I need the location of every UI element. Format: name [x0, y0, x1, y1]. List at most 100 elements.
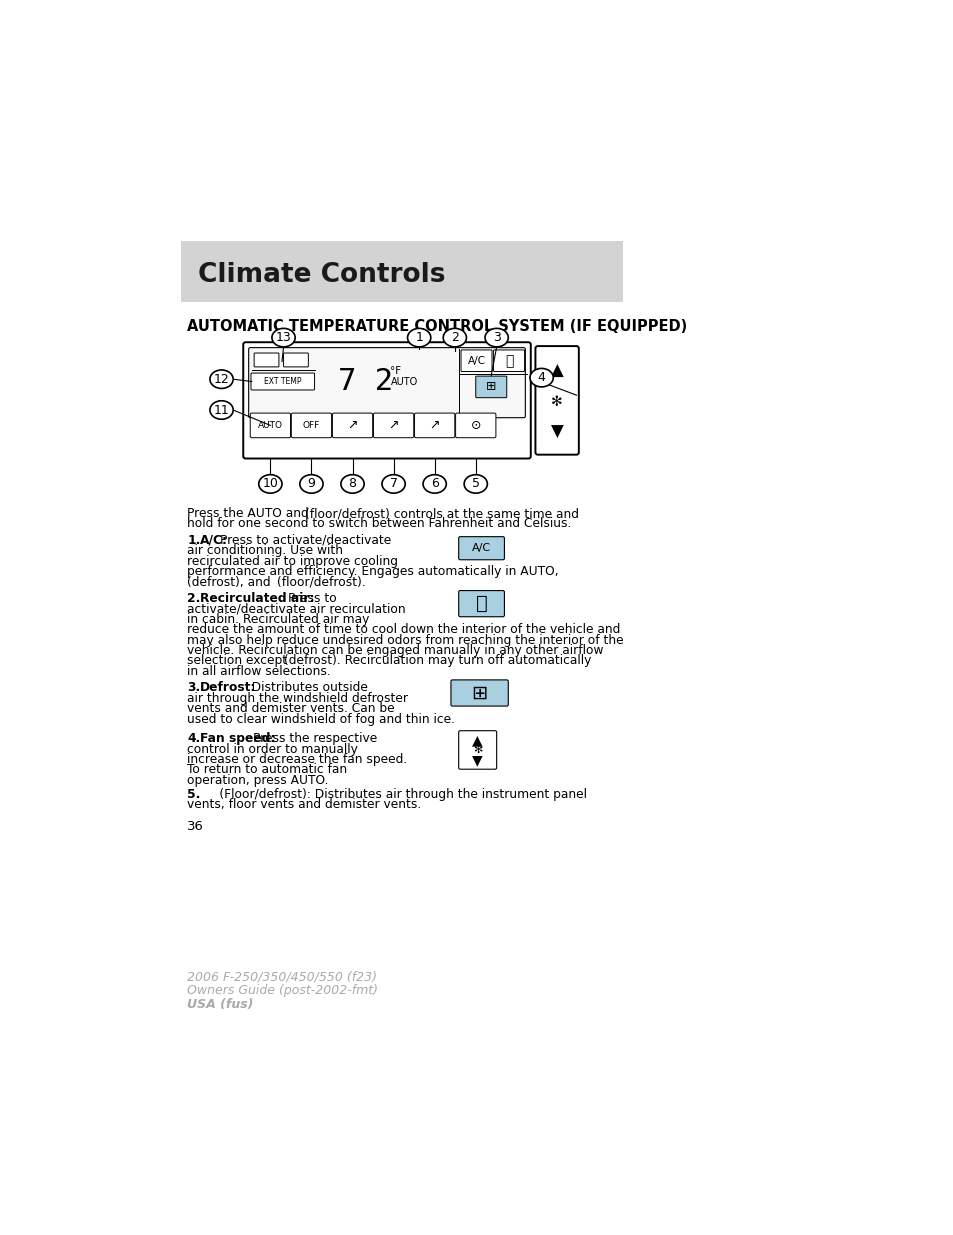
Text: AUTO: AUTO — [257, 421, 283, 430]
FancyBboxPatch shape — [458, 590, 504, 616]
Ellipse shape — [340, 474, 364, 493]
Text: 8: 8 — [348, 478, 356, 490]
Text: (defrost), and: (defrost), and — [187, 576, 271, 589]
Text: 4: 4 — [537, 372, 545, 384]
Text: ↗: ↗ — [347, 419, 357, 432]
Text: Climate Controls: Climate Controls — [198, 262, 445, 288]
Text: ▲: ▲ — [472, 732, 482, 747]
Ellipse shape — [443, 329, 466, 347]
FancyBboxPatch shape — [458, 731, 497, 769]
Text: 10: 10 — [262, 478, 278, 490]
Text: To return to automatic fan: To return to automatic fan — [187, 763, 347, 777]
Text: 1: 1 — [415, 331, 423, 345]
FancyBboxPatch shape — [243, 342, 530, 458]
FancyBboxPatch shape — [249, 347, 525, 417]
Text: Owners Guide (post-2002-fmt): Owners Guide (post-2002-fmt) — [187, 984, 378, 998]
Text: 3: 3 — [492, 331, 500, 345]
Text: Press the respective: Press the respective — [253, 732, 376, 745]
Text: air conditioning. Use with: air conditioning. Use with — [187, 545, 343, 557]
FancyBboxPatch shape — [493, 350, 524, 372]
Ellipse shape — [381, 474, 405, 493]
Text: air through the windshield defroster: air through the windshield defroster — [187, 692, 408, 705]
Text: 5.: 5. — [187, 788, 201, 802]
Text: ↗: ↗ — [388, 419, 398, 432]
Text: vehicle. Recirculation can be engaged manually in any other airflow: vehicle. Recirculation can be engaged ma… — [187, 645, 603, 657]
FancyBboxPatch shape — [181, 241, 622, 303]
Text: OFF: OFF — [302, 421, 320, 430]
FancyBboxPatch shape — [456, 412, 496, 437]
Text: hold for one second to switch between Fahrenheit and Celsius.: hold for one second to switch between Fa… — [187, 517, 571, 530]
Text: 4.: 4. — [187, 732, 200, 745]
Text: Press to: Press to — [288, 592, 336, 605]
Text: 1.: 1. — [187, 534, 201, 547]
FancyBboxPatch shape — [332, 412, 373, 437]
Text: used to clear windshield of fog and thin ice.: used to clear windshield of fog and thin… — [187, 713, 455, 726]
Text: A/C:: A/C: — [199, 534, 228, 547]
Text: ▲: ▲ — [550, 362, 563, 380]
Text: vents, floor vents and demister vents.: vents, floor vents and demister vents. — [187, 799, 421, 811]
Text: in all airflow selections.: in all airflow selections. — [187, 664, 331, 678]
FancyBboxPatch shape — [250, 412, 291, 437]
Text: 2.: 2. — [187, 592, 201, 605]
FancyBboxPatch shape — [291, 412, 332, 437]
Text: 7 2: 7 2 — [337, 367, 393, 396]
Ellipse shape — [422, 474, 446, 493]
Text: °F: °F — [390, 366, 401, 375]
Text: reduce the amount of time to cool down the interior of the vehicle and: reduce the amount of time to cool down t… — [187, 624, 620, 636]
Ellipse shape — [272, 329, 294, 347]
Text: ✻: ✻ — [472, 745, 481, 755]
Text: 2006 F-250/350/450/550 (f23): 2006 F-250/350/450/550 (f23) — [187, 971, 377, 983]
Text: (floor/defrost) controls at the same time and: (floor/defrost) controls at the same tim… — [305, 508, 578, 520]
Ellipse shape — [407, 329, 431, 347]
Text: Press the AUTO and: Press the AUTO and — [187, 508, 309, 520]
Text: AUTOMATIC TEMPERATURE CONTROL SYSTEM (IF EQUIPPED): AUTOMATIC TEMPERATURE CONTROL SYSTEM (IF… — [187, 319, 687, 335]
Text: (Floor/defrost): Distributes air through the instrument panel: (Floor/defrost): Distributes air through… — [199, 788, 586, 802]
Text: 🔄: 🔄 — [476, 594, 487, 613]
Text: ✻: ✻ — [551, 395, 562, 410]
Text: 7: 7 — [389, 478, 397, 490]
Ellipse shape — [464, 474, 487, 493]
Text: 36: 36 — [187, 820, 204, 832]
Text: 2: 2 — [451, 331, 458, 345]
Text: ↗: ↗ — [429, 419, 439, 432]
Text: 11: 11 — [213, 404, 229, 416]
Text: 3.: 3. — [187, 682, 200, 694]
FancyBboxPatch shape — [458, 537, 504, 559]
Text: control in order to manually: control in order to manually — [187, 742, 358, 756]
Text: 5: 5 — [471, 478, 479, 490]
Text: may also help reduce undesired odors from reaching the interior of the: may also help reduce undesired odors fro… — [187, 634, 623, 647]
Text: USA (fus): USA (fus) — [187, 998, 253, 1011]
Text: vents and demister vents. Can be: vents and demister vents. Can be — [187, 703, 395, 715]
FancyBboxPatch shape — [460, 350, 492, 372]
FancyBboxPatch shape — [283, 353, 308, 367]
FancyBboxPatch shape — [535, 346, 578, 454]
FancyBboxPatch shape — [451, 680, 508, 706]
Text: activate/deactivate air recirculation: activate/deactivate air recirculation — [187, 603, 406, 615]
Text: (floor/defrost).: (floor/defrost). — [276, 576, 365, 589]
Text: ▼: ▼ — [472, 753, 482, 767]
Text: recirculated air to improve cooling: recirculated air to improve cooling — [187, 555, 398, 568]
Text: increase or decrease the fan speed.: increase or decrease the fan speed. — [187, 753, 407, 766]
Text: 9: 9 — [307, 478, 315, 490]
Text: Distributes outside: Distributes outside — [240, 682, 368, 694]
Text: in cabin. Recirculated air may: in cabin. Recirculated air may — [187, 613, 370, 626]
Text: EXT TEMP: EXT TEMP — [264, 377, 301, 387]
Text: selection except: selection except — [187, 655, 287, 667]
FancyBboxPatch shape — [253, 353, 278, 367]
Text: ⊙: ⊙ — [470, 419, 480, 432]
Text: Press to activate/deactivate: Press to activate/deactivate — [220, 534, 391, 547]
Text: A/C: A/C — [472, 543, 491, 553]
Text: Fan speed:: Fan speed: — [199, 732, 275, 745]
Text: 🔄: 🔄 — [504, 353, 513, 368]
Ellipse shape — [210, 401, 233, 419]
FancyBboxPatch shape — [251, 373, 314, 390]
Ellipse shape — [210, 370, 233, 389]
FancyBboxPatch shape — [415, 412, 455, 437]
Ellipse shape — [484, 329, 508, 347]
FancyBboxPatch shape — [476, 377, 506, 398]
Text: operation, press AUTO.: operation, press AUTO. — [187, 774, 329, 787]
Text: performance and efficiency. Engages automatically in AUTO,: performance and efficiency. Engages auto… — [187, 566, 558, 578]
Text: Defrost:: Defrost: — [199, 682, 256, 694]
Ellipse shape — [299, 474, 323, 493]
Ellipse shape — [530, 368, 553, 387]
